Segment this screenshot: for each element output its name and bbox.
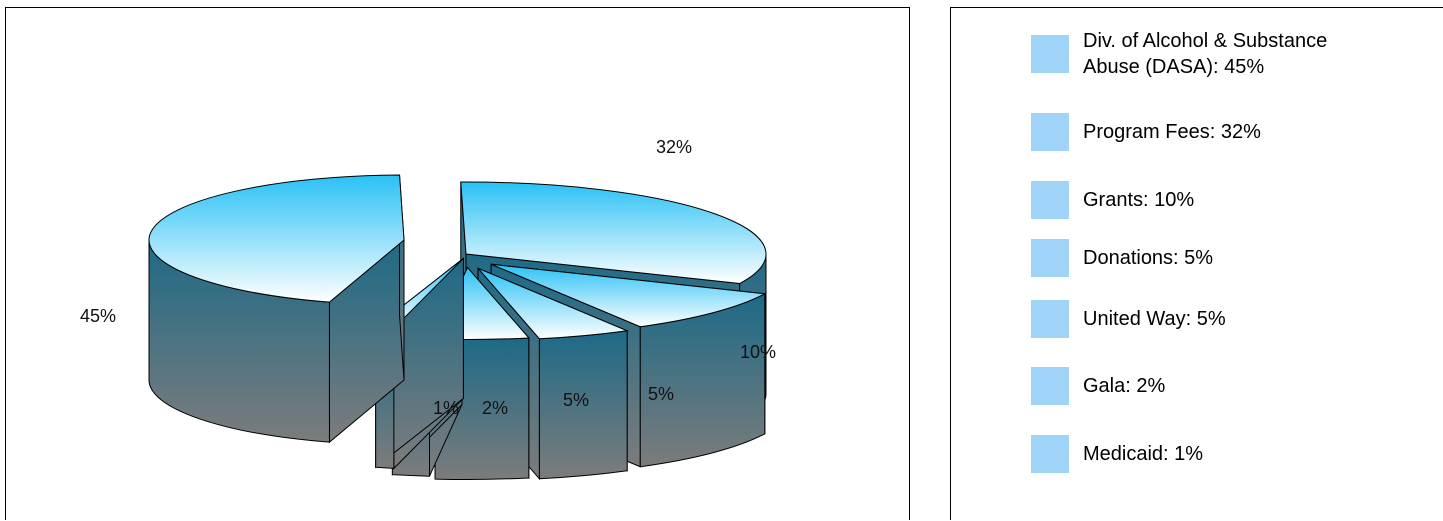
legend-swatch: [1031, 435, 1069, 473]
plot-area: 45% 32% 10% 5% 5% 2% 1%: [5, 7, 910, 520]
slice-value-label: 1%: [433, 398, 459, 418]
legend-item-united-way: United Way: 5%: [1031, 300, 1443, 338]
legend-swatch: [1031, 35, 1069, 73]
legend-panel: Div. of Alcohol & Substance Abuse (DASA)…: [950, 7, 1443, 520]
legend-swatch: [1031, 367, 1069, 405]
slice-value-label: 5%: [563, 390, 589, 410]
legend-label: Donations: 5%: [1083, 247, 1214, 269]
slice-top: [460, 181, 767, 285]
legend-item-program-fees: Program Fees: 32%: [1031, 113, 1443, 151]
slice-value-label: 45%: [80, 306, 116, 326]
pie-slice: [148, 174, 405, 444]
slice-value-label: 32%: [656, 137, 692, 157]
pie-chart: 45% 32% 10% 5% 5% 2% 1%: [80, 137, 776, 481]
legend-label: Program Fees: 32%: [1083, 121, 1261, 143]
legend-label: Medicaid: 1%: [1083, 443, 1204, 465]
legend-item-donations: Donations: 5%: [1031, 239, 1443, 277]
slice-value-label: 5%: [648, 384, 674, 404]
legend-item-grants: Grants: 10%: [1031, 181, 1443, 219]
legend-item-dasa: Div. of Alcohol & Substance Abuse (DASA)…: [1031, 28, 1443, 80]
legend-label: Div. of Alcohol & Substance Abuse (DASA)…: [1083, 30, 1328, 78]
legend-swatch: [1031, 300, 1069, 338]
legend-swatch: [1031, 113, 1069, 151]
slice-value-label: 2%: [482, 398, 508, 418]
legend-swatch: [1031, 181, 1069, 219]
slice-top: [477, 267, 630, 340]
slice-top: [490, 263, 767, 328]
legend-item-medicaid: Medicaid: 1%: [1031, 435, 1443, 473]
slice-top: [148, 174, 405, 303]
legend-swatch: [1031, 239, 1069, 277]
legend-item-gala: Gala: 2%: [1031, 367, 1443, 405]
legend-label: United Way: 5%: [1083, 308, 1226, 330]
slice-value-label: 10%: [740, 342, 776, 362]
legend-label: Grants: 10%: [1083, 189, 1195, 211]
legend-label: Gala: 2%: [1083, 375, 1166, 397]
